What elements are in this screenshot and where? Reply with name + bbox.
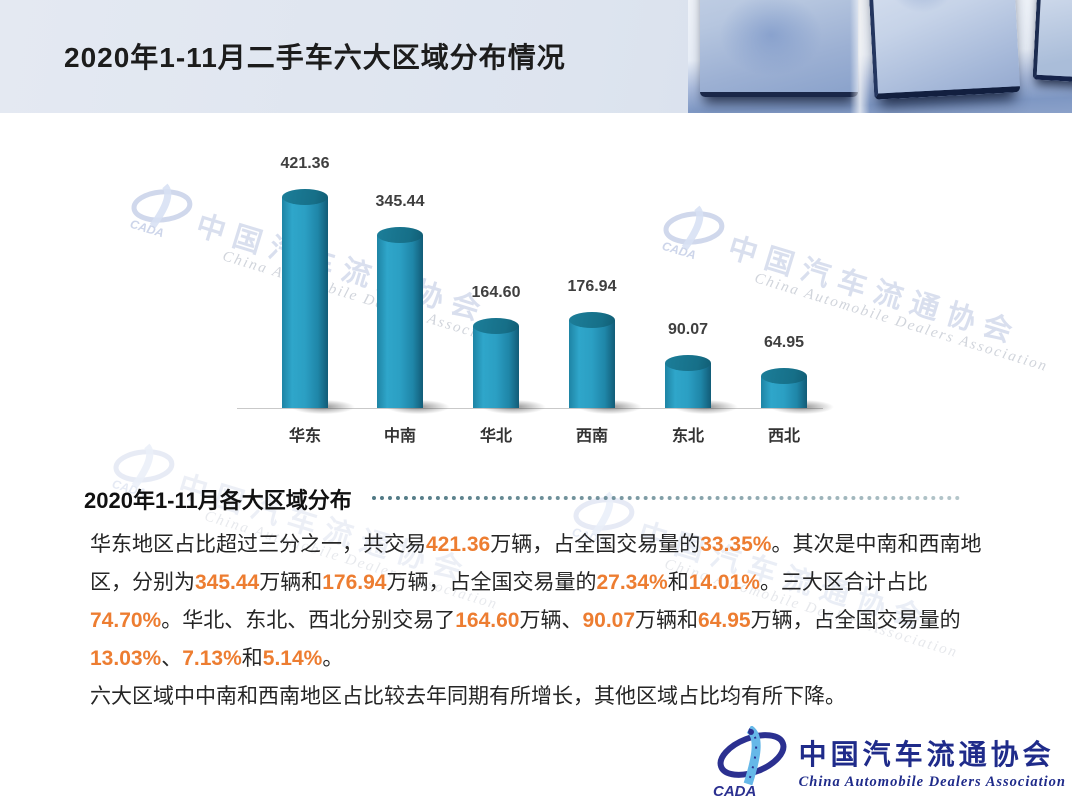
text-segment: 、 (161, 647, 183, 670)
bar-shadow (374, 397, 462, 417)
bar-value-label: 176.94 (567, 278, 617, 295)
bar-category-label: 东北 (671, 428, 704, 445)
cubes-photo (688, 0, 1072, 113)
bar-value-label: 421.36 (280, 155, 330, 172)
text-segment: 和 (241, 647, 263, 670)
bar-category-label: 华东 (288, 428, 321, 445)
text-segment: 华东地区占比超过三分之一，共交易 (90, 533, 426, 556)
bar-value-label: 90.07 (667, 321, 709, 338)
bar-category-label: 西北 (767, 428, 800, 445)
logo-en-text: China Automobile Dealers Association (798, 774, 1066, 790)
text-segment: 万辆，占全国交易量的 (490, 533, 701, 556)
photo-seam (850, 0, 870, 113)
section-heading: 2020年1-11月各大区域分布 (84, 488, 352, 513)
text-segment: 。 (322, 647, 344, 670)
watermark-en-text: China Automobile Dealers Association (220, 248, 518, 354)
text-segment: 万辆和 (635, 609, 699, 632)
bar-category-label: 西南 (575, 428, 608, 445)
bar-value-label: 164.60 (471, 284, 521, 301)
watermark-cn-text: 中国汽车流通协会 (192, 209, 493, 330)
highlight-value: 7.13% (182, 647, 242, 670)
watermark: CADA 中国汽车流通协会 China Automobile Dealers A… (651, 203, 1061, 376)
cube-image (700, 0, 858, 97)
bar-shadow (758, 397, 846, 417)
text-segment: 。三大区合计占比 (759, 571, 928, 594)
highlight-value: 90.07 (582, 609, 636, 632)
watermark: CADA 中国汽车流通协会 China Automobile Dealers A… (119, 181, 529, 354)
bar (665, 363, 711, 408)
bar-shadow (279, 397, 367, 417)
bar-category-label: 华北 (479, 428, 512, 445)
bar-top-face (282, 189, 328, 205)
text-segment: 万辆和 (259, 571, 323, 594)
bar-value-label: 345.44 (375, 193, 425, 210)
bar (377, 235, 423, 408)
bar-top-face (377, 227, 423, 243)
bar (761, 376, 807, 408)
cada-logo-icon: CADA (713, 726, 787, 798)
watermark-en-text: China Automobile Dealers Association (752, 270, 1050, 376)
bar-category-label: 中南 (383, 428, 416, 445)
text-segment: 万辆，占全国交易量的 (750, 609, 961, 632)
analysis-text: 华东地区占比超过三分之一，共交易421.36万辆，占全国交易量的33.35%。其… (90, 526, 990, 716)
watermark-abbr-text: CADA (128, 217, 165, 241)
highlight-value: 164.60 (455, 609, 520, 632)
bar-shadow (566, 397, 654, 417)
highlight-value: 14.01% (688, 571, 760, 594)
watermark-cn-text: 中国汽车流通协会 (724, 231, 1025, 352)
analysis-paragraph-2: 六大区域中中南和西南地区占比较去年同期有所增长，其他区域占比均有所下降。 (90, 685, 846, 708)
text-segment: 万辆，占全国交易量的 (386, 571, 597, 594)
highlight-value: 74.70% (90, 609, 162, 632)
bar-value-label: 64.95 (763, 334, 805, 351)
analysis-paragraph: 华东地区占比超过三分之一，共交易421.36万辆，占全国交易量的33.35%。其… (90, 526, 990, 678)
header-band: 2020年1-11月二手车六大区域分布情况 (0, 0, 1072, 113)
highlight-value: 421.36 (426, 533, 491, 556)
bar-top-face (569, 312, 615, 328)
highlight-value: 176.94 (322, 571, 387, 594)
bar (282, 197, 328, 408)
highlight-value: 345.44 (195, 571, 260, 594)
bar-top-face (761, 368, 807, 384)
watermark-abbr-text: CADA (660, 239, 697, 263)
bar-shadow (662, 397, 750, 417)
bar-shadow (470, 397, 558, 417)
highlight-value: 13.03% (90, 647, 162, 670)
highlight-value: 5.14% (262, 647, 323, 670)
footer-logo: CADA 中国汽车流通协会 China Automobile Dealers A… (711, 724, 1066, 800)
highlight-value: 27.34% (596, 571, 668, 594)
text-segment: 万辆、 (519, 609, 583, 632)
cube-image (1032, 0, 1072, 83)
bar (473, 326, 519, 408)
x-axis-line (237, 408, 823, 409)
highlight-value: 33.35% (700, 533, 772, 556)
bar-top-face (665, 355, 711, 371)
cube-image (865, 0, 1021, 100)
text-segment: 。华北、东北、西北分别交易了 (161, 609, 456, 632)
logo-cn-text: 中国汽车流通协会 (798, 740, 1055, 771)
bar-top-face (473, 318, 519, 334)
text-segment: 和 (667, 571, 689, 594)
logo-abbr-text: CADA (713, 783, 756, 798)
dotted-divider (372, 496, 960, 500)
cada-logo-watermark-icon: CADA (128, 183, 193, 241)
text-segment: 。其次是中南和西南地区，分别为 (90, 533, 982, 594)
bar (569, 320, 615, 408)
slide-title: 2020年1-11月二手车六大区域分布情况 (64, 42, 566, 73)
highlight-value: 64.95 (698, 609, 751, 632)
cada-logo-watermark-icon: CADA (660, 205, 725, 263)
